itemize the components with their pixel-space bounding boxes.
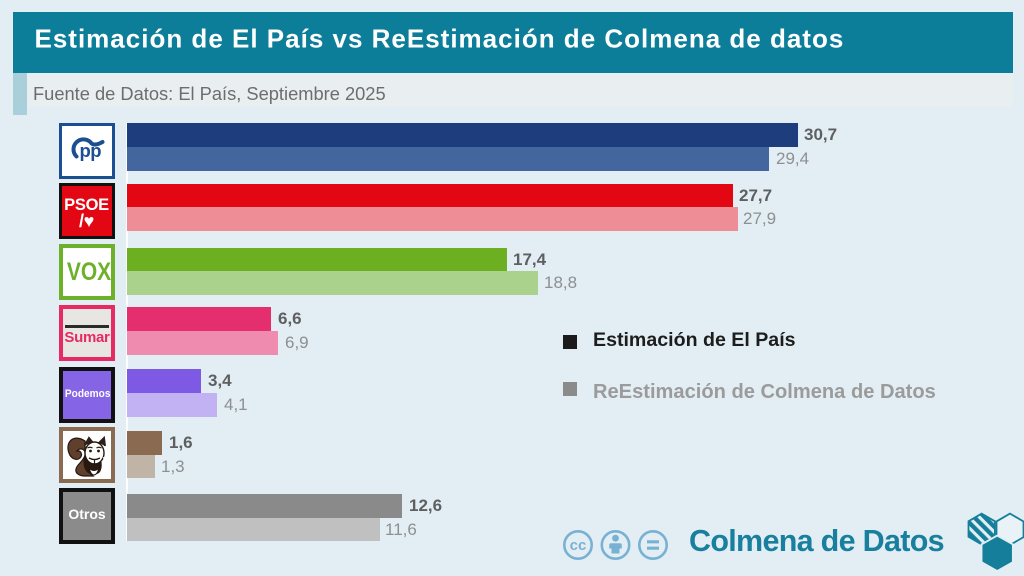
svg-text:cc: cc [570, 537, 587, 554]
svg-text:pp: pp [80, 140, 102, 161]
